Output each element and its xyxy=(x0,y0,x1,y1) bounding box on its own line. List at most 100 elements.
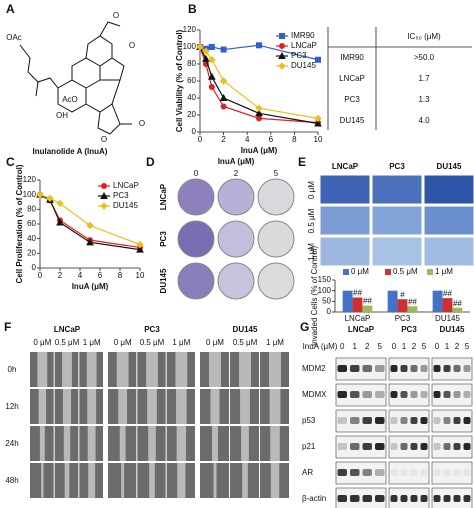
marker xyxy=(46,194,54,203)
plate-image xyxy=(217,262,255,300)
blot-frame xyxy=(335,461,387,485)
blot-band xyxy=(453,365,461,372)
marker xyxy=(101,183,107,189)
marker xyxy=(220,103,227,110)
column-label: LNCaP xyxy=(54,325,81,334)
row-label: AR xyxy=(302,468,313,477)
table-cell: >50.0 xyxy=(414,53,435,62)
y-tick-label: 50 xyxy=(322,296,331,305)
blot-band xyxy=(400,365,408,372)
x-tick-label: LNCaP xyxy=(345,314,371,323)
blot-band xyxy=(362,417,372,424)
x-axis-label: InuA (μM) xyxy=(72,282,109,291)
marker xyxy=(255,104,263,112)
blot-band xyxy=(453,417,461,424)
blot-band xyxy=(433,469,441,476)
marker xyxy=(36,190,44,199)
dose-label: 0 μM xyxy=(33,338,51,347)
blot-frame xyxy=(335,357,387,381)
blot-band xyxy=(463,365,471,372)
blot-band xyxy=(350,417,360,424)
blot-frame xyxy=(335,409,387,433)
scratch-gap xyxy=(269,389,281,424)
dose-label: 1 xyxy=(402,342,407,351)
scratch-gap xyxy=(119,426,126,461)
column-label: 0 xyxy=(194,169,199,178)
micrograph xyxy=(423,174,474,205)
dose-label: 1 xyxy=(445,342,450,351)
row-label: β-actin xyxy=(302,494,326,503)
atom-label: O xyxy=(113,11,119,20)
significance: ## xyxy=(408,297,417,306)
panel-title: InuA (μM) xyxy=(303,342,338,351)
marker xyxy=(202,47,210,55)
dose-label: 1 xyxy=(353,342,358,351)
marker xyxy=(208,44,215,50)
scratch-gap xyxy=(63,426,71,461)
y-tick-label: 60 xyxy=(27,219,36,228)
scratch-gap xyxy=(37,352,48,387)
x-tick-label: 2 xyxy=(221,135,226,144)
x-tick-label: PC3 xyxy=(395,314,411,323)
blot-band xyxy=(433,391,441,398)
blot-band xyxy=(400,495,408,502)
blot-band xyxy=(400,417,408,424)
blot-band xyxy=(410,495,418,502)
marker xyxy=(220,46,227,53)
scratch-gap xyxy=(149,463,155,498)
marker xyxy=(256,115,262,122)
blot-band xyxy=(350,365,360,372)
x-tick-label: 4 xyxy=(245,135,250,144)
blot-band xyxy=(337,365,347,372)
marker xyxy=(278,62,286,70)
column-label: PC3 xyxy=(389,162,405,171)
blot-frame xyxy=(388,461,430,485)
column-label: PC3 xyxy=(144,325,160,334)
scratch-gap xyxy=(87,389,97,424)
row-label: 24h xyxy=(5,439,18,448)
blot-frame xyxy=(335,435,387,459)
legend-label: 0 μM xyxy=(351,267,369,276)
row-label: 0.5 μM xyxy=(307,208,316,233)
scratch-gap xyxy=(38,389,47,424)
blot-band xyxy=(350,391,360,398)
marker xyxy=(256,42,262,49)
legend-swatch xyxy=(385,269,391,275)
plate-image xyxy=(257,262,295,300)
y-tick-label: 20 xyxy=(27,248,36,257)
blot-frame xyxy=(388,487,430,508)
scratch-gap xyxy=(62,352,72,387)
dose-label: 0 μM xyxy=(206,338,224,347)
row-label: MDM2 xyxy=(302,364,326,373)
significance: ## xyxy=(363,297,372,306)
atom-label: O xyxy=(139,119,145,128)
scratch-gap xyxy=(175,352,188,387)
blot-band xyxy=(400,391,408,398)
blot-frame xyxy=(431,461,473,485)
micrograph xyxy=(371,174,423,205)
blot-band xyxy=(390,469,398,476)
marker xyxy=(207,72,216,80)
y-tick-label: 80 xyxy=(187,59,196,68)
scratch-gap xyxy=(86,352,97,387)
legend-label: IMR90 xyxy=(291,31,315,40)
significance: ## xyxy=(353,289,362,298)
panel-label: G xyxy=(300,320,309,334)
row-label: 0h xyxy=(8,365,17,374)
row-label: p21 xyxy=(302,442,316,451)
y-tick-label: 100 xyxy=(23,190,37,199)
marker xyxy=(314,114,322,123)
y-axis-label: Cell Proliferation (% of Control) xyxy=(15,164,24,283)
y-tick-label: 80 xyxy=(27,204,36,213)
panel-label: F xyxy=(4,320,11,334)
blot-band xyxy=(443,417,451,424)
legend-label: DU145 xyxy=(113,201,138,210)
scratch-gap xyxy=(242,463,248,498)
scratch-gap xyxy=(88,463,96,498)
row-label: MDMX xyxy=(302,390,327,399)
dose-label: 0.5 μM xyxy=(233,338,258,347)
blot-band xyxy=(420,495,428,502)
y-tick-label: 100 xyxy=(318,286,332,295)
marker xyxy=(202,54,210,62)
